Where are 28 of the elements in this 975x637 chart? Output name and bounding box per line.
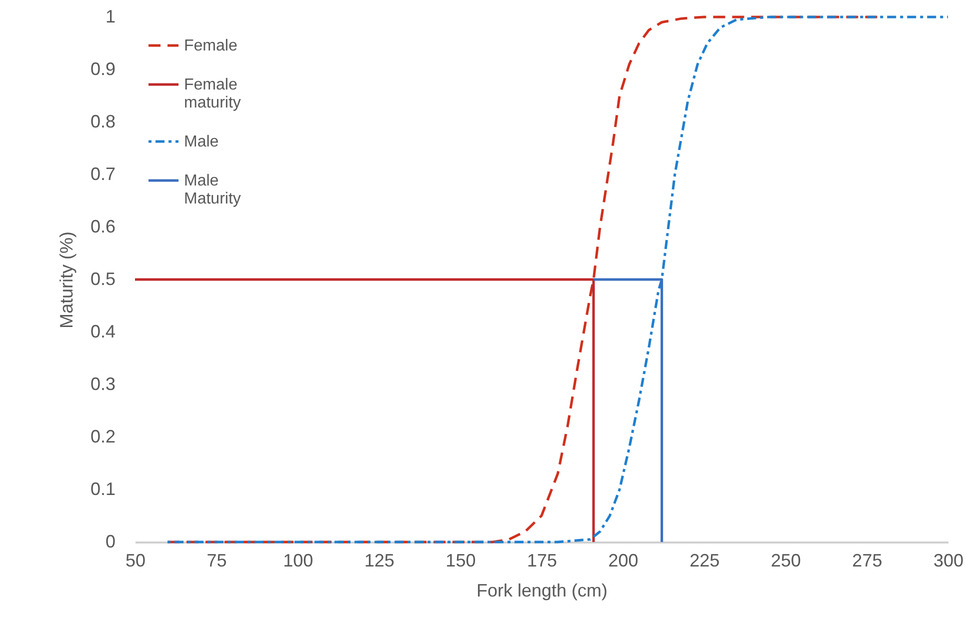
y-tick-label: 0.7 (90, 164, 116, 184)
x-tick-label: 175 (526, 550, 558, 570)
y-tick-label: 0.8 (90, 112, 116, 132)
y-tick-label: 0.1 (90, 479, 116, 499)
y-tick-label: 1 (105, 6, 116, 26)
y-tick-label: 0.4 (90, 322, 116, 342)
x-tick-label: 125 (364, 550, 394, 570)
y-axis-title: Maturity (%) (56, 231, 76, 329)
y-tick-label: 0.3 (90, 374, 116, 394)
x-axis-title: Fork length (cm) (476, 580, 608, 600)
x-tick-label: 50 (125, 550, 146, 570)
x-tick-label: 200 (608, 550, 638, 570)
y-tick-label: 0 (105, 532, 116, 552)
x-tick-label: 300 (933, 550, 964, 570)
y-tick-label: 0.2 (90, 426, 116, 446)
x-tick-label: 100 (283, 550, 314, 570)
y-tick-label: 0.5 (90, 269, 116, 289)
x-tick-label: 225 (690, 550, 720, 570)
y-tick-label: 0.6 (90, 216, 116, 236)
legend-label: Female maturity (184, 76, 241, 112)
legend-label: Male Maturity (184, 172, 241, 208)
legend-label: Male (184, 134, 219, 150)
legend-label: Female (184, 38, 238, 54)
x-tick-label: 150 (446, 550, 476, 570)
x-tick-label: 275 (852, 550, 882, 570)
x-tick-label: 250 (770, 550, 801, 570)
y-tick-label: 0.9 (90, 59, 116, 79)
x-tick-label: 75 (206, 550, 227, 570)
